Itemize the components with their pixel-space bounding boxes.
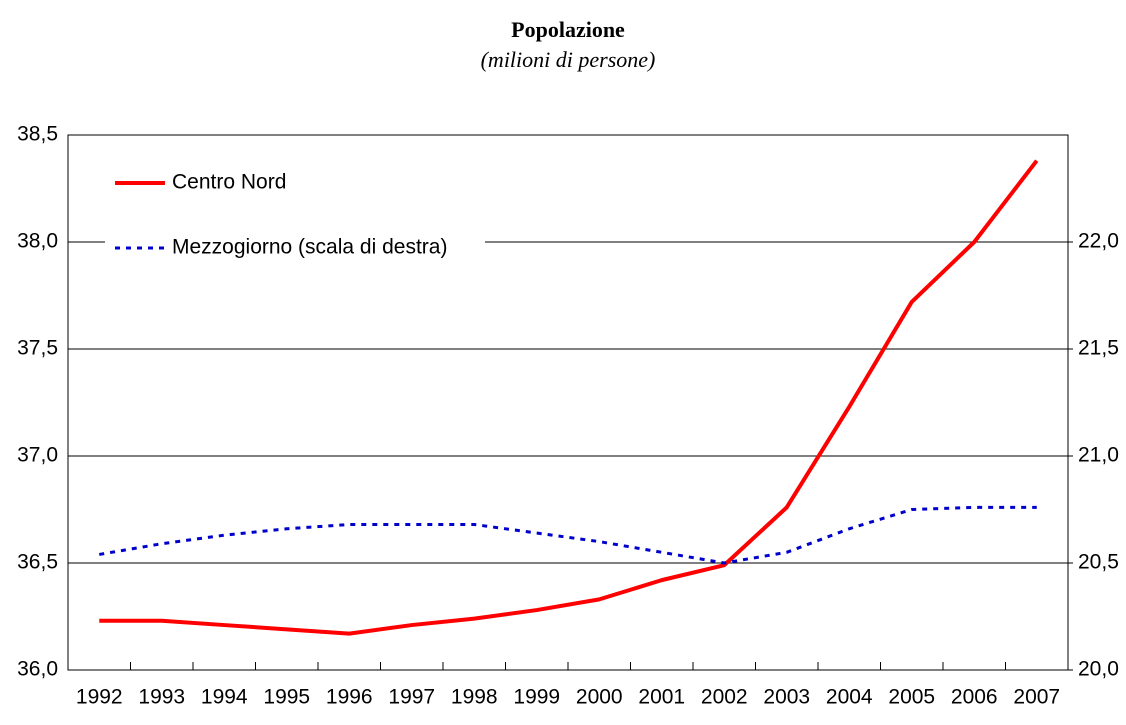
chart-title: Popolazione	[511, 17, 625, 42]
y-tick-label: 38,5	[17, 123, 58, 146]
y-tick-label: 37,0	[17, 444, 58, 467]
x-tick-label: 2003	[763, 686, 810, 709]
x-tick-label: 1994	[201, 686, 248, 709]
y-tick-label: 38,0	[17, 230, 58, 253]
x-tick-label: 1992	[76, 686, 123, 709]
x-tick-label: 1995	[263, 686, 310, 709]
y-tick-label: 36,5	[17, 551, 58, 574]
x-tick-label: 2005	[888, 686, 935, 709]
y2-tick-label: 21,5	[1078, 337, 1119, 360]
x-tick-label: 1993	[138, 686, 185, 709]
y-tick-label: 36,0	[17, 658, 58, 681]
x-tick-label: 1997	[388, 686, 435, 709]
y2-tick-label: 21,0	[1078, 444, 1119, 467]
y2-tick-label: 20,0	[1078, 658, 1119, 681]
x-tick-label: 1998	[451, 686, 498, 709]
legend-label: Centro Nord	[172, 171, 286, 194]
legend-label: Mezzogiorno (scala di destra)	[172, 236, 447, 259]
x-tick-label: 2002	[701, 686, 748, 709]
x-tick-label: 1996	[326, 686, 373, 709]
x-tick-label: 2004	[826, 686, 873, 709]
series-line	[98, 505, 1037, 565]
x-tick-label: 2007	[1013, 686, 1060, 709]
chart-subtitle: (milioni di persone)	[481, 47, 656, 72]
x-tick-label: 2000	[576, 686, 623, 709]
y-tick-label: 37,5	[17, 337, 58, 360]
y2-tick-label: 22,0	[1078, 230, 1119, 253]
x-tick-label: 1999	[513, 686, 560, 709]
y2-tick-label: 20,5	[1078, 551, 1119, 574]
legend-box	[105, 158, 485, 270]
x-tick-label: 2001	[638, 686, 685, 709]
series-line	[99, 159, 1039, 636]
x-tick-label: 2006	[951, 686, 998, 709]
